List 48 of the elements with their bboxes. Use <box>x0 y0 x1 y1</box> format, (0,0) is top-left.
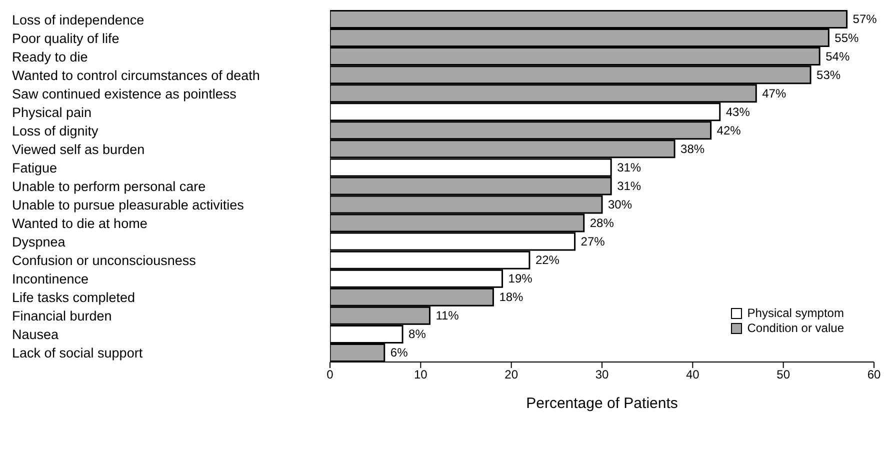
x-axis-title: Percentage of Patients <box>526 395 678 412</box>
data-label: 19% <box>508 272 533 286</box>
y-tick-label: Physical pain <box>12 104 92 120</box>
data-label: 55% <box>834 30 860 45</box>
x-tick-label: 50 <box>776 368 790 382</box>
y-tick-label: Wanted to control circumstances of death <box>12 68 260 83</box>
y-tick-label: Incontinence <box>12 272 89 287</box>
y-tick-label: Poor quality of life <box>12 30 120 46</box>
data-label: 30% <box>608 198 632 212</box>
data-label: 31% <box>617 178 642 193</box>
data-label: 22% <box>535 253 560 268</box>
data-label: 42% <box>716 123 742 138</box>
y-tick-label: Dyspnea <box>12 234 66 250</box>
data-label: 54% <box>826 49 850 64</box>
y-tick-label: Viewed self as burden <box>12 142 145 157</box>
y-tick-label: Financial burden <box>12 308 112 324</box>
y-tick-label: Fatigue <box>12 160 58 176</box>
x-tick-label: 0 <box>326 368 334 382</box>
data-label: 43% <box>726 104 750 119</box>
legend-label: Condition or value <box>747 321 844 336</box>
y-tick-label: Ready to die <box>12 49 88 64</box>
x-tick-label: 40 <box>686 368 700 382</box>
y-tick-label: Unable to pursue pleasurable activities <box>12 198 244 213</box>
data-label: 28% <box>590 216 614 230</box>
data-label: 11% <box>436 308 460 323</box>
y-tick-label: Lack of social support <box>12 346 143 361</box>
y-tick-label: Saw continued existence as pointless <box>12 86 237 102</box>
x-tick-label: 10 <box>414 368 428 382</box>
data-label: 6% <box>390 346 408 360</box>
y-tick-label: Wanted to die at home <box>12 216 148 232</box>
data-label: 53% <box>816 68 841 82</box>
y-tick-label: Nausea <box>12 327 60 342</box>
data-label: 47% <box>762 86 786 100</box>
y-tick-label: Confusion or unconsciousness <box>12 253 196 268</box>
y-tick-label: Loss of dignity <box>12 123 99 138</box>
x-tick-label: 30 <box>595 368 609 382</box>
x-tick-label: 20 <box>504 368 518 382</box>
data-label: 18% <box>499 290 524 304</box>
data-label: 38% <box>680 142 705 156</box>
y-tick-label: Unable to perform personal care <box>12 179 206 194</box>
data-label: 31% <box>617 160 642 174</box>
data-label: 8% <box>408 327 426 342</box>
y-tick-label: Life tasks completed <box>12 290 136 306</box>
data-label: 27% <box>580 234 606 249</box>
data-label: 57% <box>852 12 878 26</box>
legend-label: Physical symptom <box>747 306 844 321</box>
y-tick-label: Loss of independence <box>12 12 144 28</box>
x-tick-label: 60 <box>867 368 881 382</box>
